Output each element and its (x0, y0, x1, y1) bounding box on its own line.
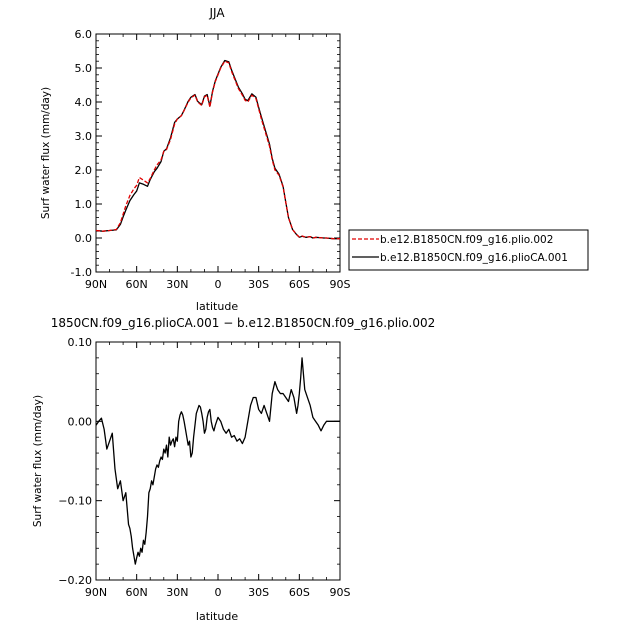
bottom-series-line-1 (95, 357, 340, 565)
top-y-axis-label: Surf water flux (mm/day) (40, 87, 52, 219)
legend-label-series-2: b.e12.B1850CN.f09_g16.plioCA.001 (380, 252, 568, 264)
legend-box (348, 229, 589, 271)
bottom-x-axis-label: latitude (196, 610, 238, 623)
bottom-y-tick-label: −0.10 (58, 495, 92, 508)
bottom-chart-title: 1850CN.f09_g16.plioCA.001 − b.e12.B1850C… (51, 316, 435, 330)
top-y-tick-label: 2.0 (75, 164, 93, 177)
bottom-y-tick-label: 0.00 (68, 415, 93, 428)
top-x-tick-label: 90N (85, 278, 107, 291)
top-x-axis-label: latitude (196, 300, 238, 313)
top-x-tick-label: 30S (248, 278, 269, 291)
top-panel: -1.0 0.0 1.0 2.0 3.0 4.0 5.0 6.0 90N 60N 30N 0 30S 60… (71, 28, 351, 291)
bottom-y-axis-label: Surf water flux (mm/day) (32, 395, 44, 527)
top-y-tick-label: -1.0 (71, 266, 92, 279)
top-x-tick-label: 60N (126, 278, 148, 291)
top-x-tick-label: 30N (166, 278, 188, 291)
bottom-x-tick-label: 90N (85, 586, 107, 599)
top-y-tick-label: 3.0 (75, 130, 93, 143)
bottom-y-tick-label: −0.20 (58, 574, 92, 587)
bottom-x-tick-label: 60S (289, 586, 310, 599)
bottom-y-tick-label: 0.10 (68, 336, 93, 349)
bottom-x-tick-label: 60N (126, 586, 148, 599)
top-y-tick-label: 1.0 (75, 198, 93, 211)
top-series-line-2 (95, 59, 340, 240)
bottom-x-tick-label: 0 (215, 586, 222, 599)
legend-label-series-1: b.e12.B1850CN.f09_g16.plio.002 (380, 234, 553, 246)
top-x-tick-label: 0 (215, 278, 222, 291)
top-y-tick-label: 5.0 (75, 62, 93, 75)
bottom-x-tick-label: 30N (166, 586, 188, 599)
bottom-panel: −0.20 −0.10 0.00 0.10 90N 60N 30N 0 30S 60S 90S (58, 336, 350, 599)
top-y-tick-label: 6.0 (75, 28, 93, 41)
top-x-tick-label: 90S (330, 278, 351, 291)
top-y-tick-label: 4.0 (75, 96, 93, 109)
top-series-line-1 (95, 60, 340, 240)
bottom-x-tick-label: 30S (248, 586, 269, 599)
top-y-tick-label: 0.0 (75, 232, 93, 245)
top-chart-title: JJA (208, 6, 225, 20)
bottom-x-tick-label: 90S (330, 586, 351, 599)
top-x-tick-label: 60S (289, 278, 310, 291)
